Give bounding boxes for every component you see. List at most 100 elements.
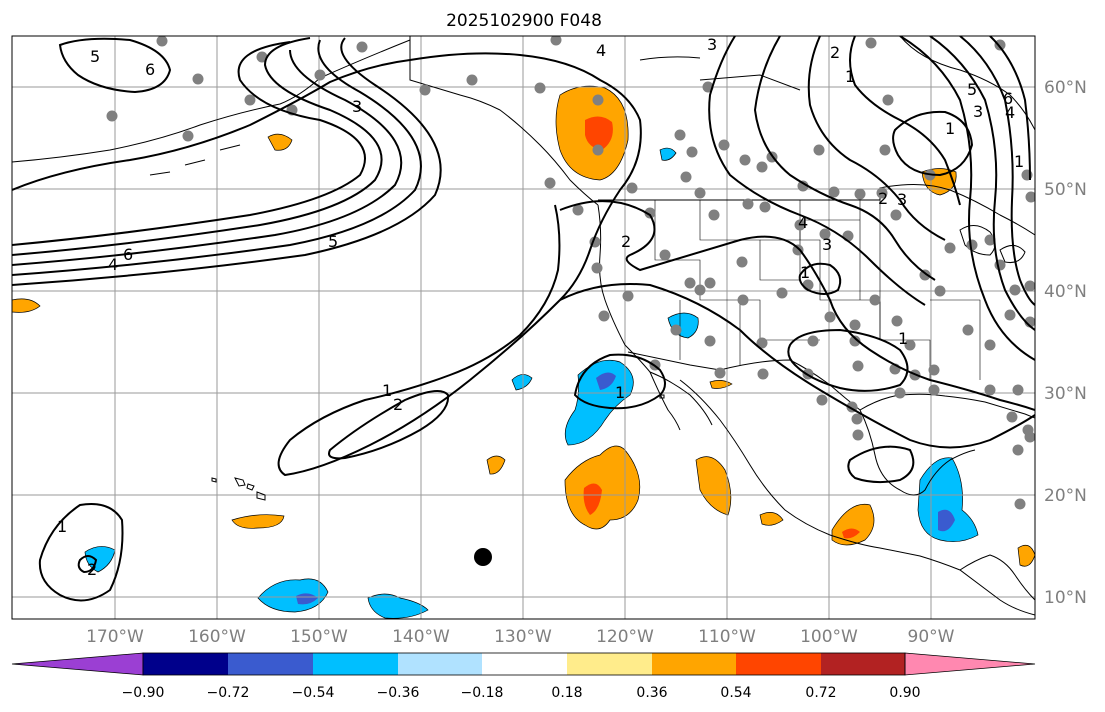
colorbar-tick-label: 0.18 (551, 685, 582, 701)
contour-label: 3 (707, 35, 717, 54)
contour-label: 3 (897, 190, 907, 209)
latitude-label: 50°N (1044, 180, 1087, 200)
positive-anomaly-region (831, 503, 875, 546)
negative-anomaly-region (917, 457, 979, 542)
contour-label: 2 (87, 560, 97, 579)
negative-anomaly-region (564, 359, 634, 446)
latitude-axis: 60°N 50°N 40°N 30°N 20°N 10°N (1044, 78, 1087, 608)
contour-label: 4 (108, 255, 118, 274)
contour-labels: 3 4 6 5 6 4 3 5 1 2 1 2 1 2 3 4 3 1 1 3 … (57, 35, 1024, 579)
latitude-label: 40°N (1044, 282, 1087, 302)
contour-label: 4 (798, 213, 808, 232)
location-marker (474, 548, 492, 566)
colorbar-tick-label: −0.36 (377, 685, 420, 701)
positive-anomaly-region (267, 133, 293, 151)
strong-positive-anomaly-region (583, 483, 602, 515)
contour-label: 4 (1005, 103, 1015, 122)
colorbar-segment (652, 653, 736, 675)
longitude-label: 90°W (908, 627, 955, 647)
colorbar-tick-label: −0.72 (207, 685, 250, 701)
longitude-label: 110°W (698, 627, 756, 647)
negative-anomaly-region (84, 546, 116, 573)
map-title: 2025102900 F048 (446, 11, 602, 31)
contour-label: 1 (898, 329, 908, 348)
contour-label: 3 (352, 97, 362, 116)
latitude-label: 10°N (1044, 588, 1087, 608)
station-markers (106, 36, 1035, 510)
longitude-label: 170°W (86, 627, 144, 647)
contour-label: 3 (973, 102, 983, 121)
contour-label: 1 (945, 119, 955, 138)
negative-anomaly-region (938, 509, 955, 532)
contour-lines (12, 36, 1035, 602)
positive-anomaly-region (695, 456, 732, 516)
longitude-label: 160°W (188, 627, 246, 647)
negative-anomaly-region (596, 372, 616, 390)
positive-anomaly-region (12, 298, 41, 313)
positive-anomaly-region (486, 455, 506, 475)
colorbar-frame (142, 652, 906, 676)
longitude-label: 140°W (392, 627, 450, 647)
latitude-label: 30°N (1044, 384, 1087, 404)
contour-label: 2 (878, 189, 888, 208)
colorbar-tick-label: 0.54 (720, 685, 751, 701)
negative-anomaly-region (367, 593, 429, 619)
negative-anomaly-region (511, 374, 533, 391)
contour-label: 2 (393, 395, 403, 414)
contour-label: 5 (90, 47, 100, 66)
colorbar-segment (143, 653, 228, 675)
colorbar-tick-label: 0.36 (636, 685, 667, 701)
longitude-label: 100°W (800, 627, 858, 647)
longitude-label: 130°W (494, 627, 552, 647)
colorbar-tick-label: −0.18 (461, 685, 504, 701)
contour-label: 6 (123, 245, 133, 264)
colorbar: −0.90 −0.72 −0.54 −0.36 −0.18 0.18 0.36 … (11, 652, 1036, 701)
longitude-axis: 170°W 160°W 150°W 140°W 130°W 120°W 110°… (86, 627, 955, 647)
longitude-label: 120°W (596, 627, 654, 647)
colorbar-segment (821, 653, 905, 675)
graticule (12, 36, 1035, 619)
contour-label: 6 (1003, 89, 1013, 108)
latitude-label: 60°N (1044, 78, 1087, 98)
contour-label: 6 (145, 60, 155, 79)
colorbar-tick-label: 0.72 (805, 685, 836, 701)
colorbar-tick-label: 0.90 (889, 685, 920, 701)
negative-anomaly-region (296, 593, 318, 605)
colorbar-segment (567, 653, 652, 675)
colorbar-segment (482, 653, 567, 675)
contour-label: 2 (830, 43, 840, 62)
positive-anomaly-region (564, 445, 641, 530)
contour-label: 3 (822, 235, 832, 254)
colorbar-segment (736, 653, 821, 675)
contour-label: 5 (967, 80, 977, 99)
negative-anomaly-region (659, 147, 677, 161)
contour-label: 5 (328, 232, 338, 251)
longitude-label: 150°W (290, 627, 348, 647)
contour-label: 1 (615, 383, 625, 402)
colorbar-segment (228, 653, 313, 675)
colorbar-max-extension (904, 652, 1036, 676)
map-frame (11, 35, 1036, 620)
negative-anomaly-region (257, 578, 329, 613)
contour-label: 4 (596, 41, 606, 60)
anomaly-shading (12, 85, 1035, 619)
colorbar-tick-label: −0.90 (122, 685, 165, 701)
contour-label: 1 (382, 381, 392, 400)
map-content: 3 4 6 5 6 4 3 5 1 2 1 2 1 2 3 4 3 1 1 3 … (12, 35, 1035, 619)
positive-anomaly-region (759, 512, 784, 526)
coastlines (12, 36, 1035, 616)
colorbar-min-extension (11, 652, 144, 676)
strong-positive-anomaly-region (842, 528, 860, 539)
contour-label: 1 (1014, 152, 1024, 171)
latitude-label: 20°N (1044, 486, 1087, 506)
colorbar-segment (313, 653, 398, 675)
contour-label: 1 (57, 517, 67, 536)
contour-label: 1 (845, 67, 855, 86)
contour-label: 1 (800, 263, 810, 282)
strong-positive-anomaly-region (585, 116, 613, 150)
contour-label: 2 (621, 232, 631, 251)
colorbar-tick-label: −0.54 (292, 685, 335, 701)
colorbar-segment (398, 653, 482, 675)
positive-anomaly-region (231, 514, 285, 529)
